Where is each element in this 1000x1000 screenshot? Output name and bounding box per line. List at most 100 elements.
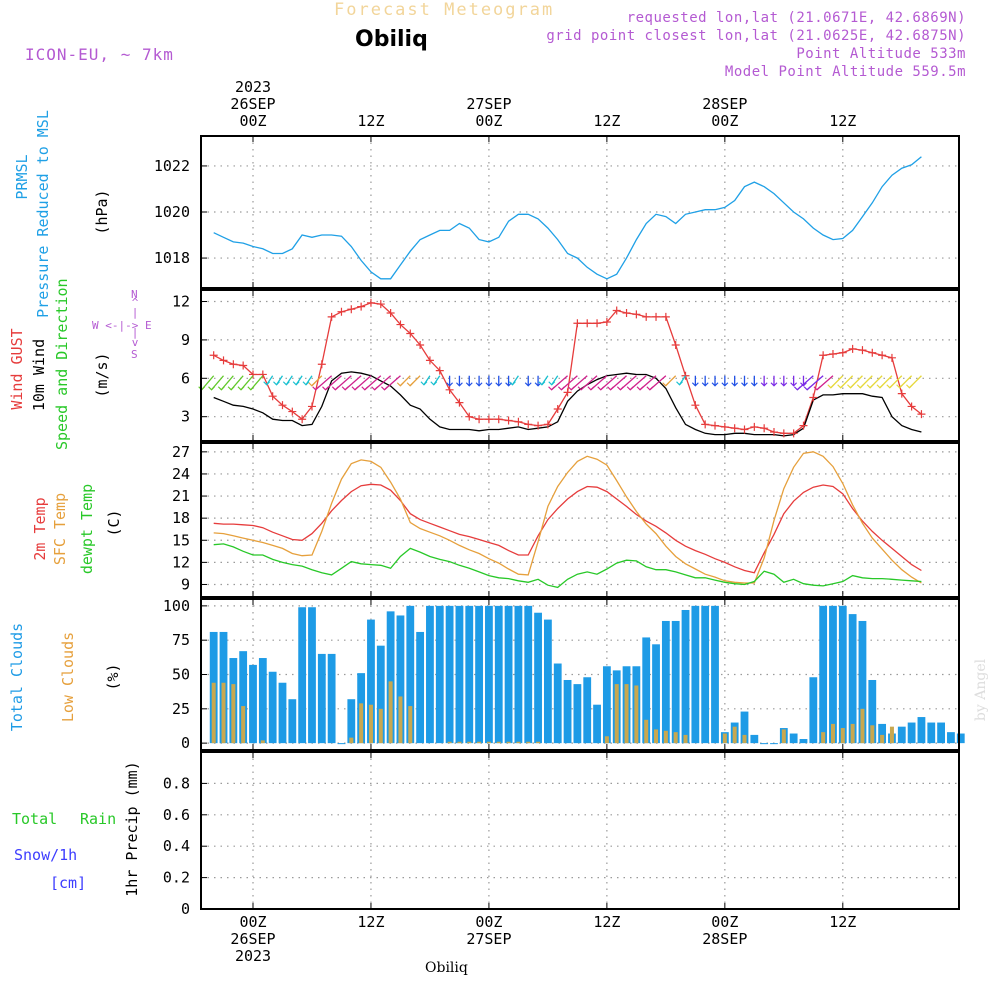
gust-marker (671, 341, 680, 350)
y-tick-label: 0.6 (163, 806, 190, 824)
panel-4: 0 0.2 0.4 0.6 0.8 (163, 751, 960, 918)
total-cloud-bar (416, 631, 425, 744)
total-cloud-bar (573, 684, 582, 744)
panel-0: 1018 1020 1022 (154, 135, 960, 289)
wind-arrow-head (381, 386, 388, 391)
total-cloud-bar (465, 605, 474, 744)
total-cloud-bar (278, 682, 287, 744)
total-cloud-bar (504, 605, 513, 744)
wind-arrow-head (906, 384, 913, 389)
time-axis-label: 00Z (711, 913, 739, 931)
gust-marker (357, 302, 366, 311)
wind-arrow-head (485, 382, 493, 387)
panel-frame (200, 598, 960, 751)
low-cloud-bar (408, 706, 413, 744)
wind-arrow-head (495, 382, 503, 387)
total-cloud-bar (553, 663, 562, 744)
y-tick-label: 50 (172, 666, 190, 684)
total-cloud-bar (848, 614, 857, 744)
wind-arrow-head (770, 382, 778, 387)
gust-marker (347, 305, 356, 314)
low-cloud-bar (654, 729, 659, 744)
wind-arrow-head (371, 386, 379, 391)
time-axis-label: 12Z (593, 112, 621, 130)
gust-marker (219, 356, 228, 365)
wind-arrow-head (282, 381, 290, 386)
gust-marker (701, 420, 710, 429)
gust-marker (799, 421, 808, 430)
gridpoint-coords: grid point closest lon,lat (21.0625E, 42… (546, 28, 966, 44)
wind-arrow-head (803, 386, 811, 391)
gust-marker (779, 429, 788, 438)
low-cloud-bar (663, 730, 668, 744)
wind-arrow-head (711, 382, 719, 387)
time-axis-label: 00Z (475, 913, 503, 931)
total-cloud-bar (652, 644, 660, 744)
wind-arrow-head (731, 382, 739, 387)
total-cloud-bar (760, 743, 769, 745)
low-cloud-bar (457, 741, 462, 744)
low-cloud-bar (447, 741, 452, 744)
wind-arrow-head (538, 381, 546, 386)
gust-marker (602, 317, 611, 326)
gust-marker (760, 424, 769, 433)
total-cloud-bar (868, 679, 877, 744)
total-cloud-bar (563, 679, 572, 744)
y-tick-label: 1022 (154, 157, 190, 175)
low-cloud-bar (870, 725, 875, 744)
y-tick-label: 0 (181, 900, 190, 918)
gust-marker (769, 428, 778, 437)
total-cloud-bar (593, 704, 601, 744)
time-axis-label: 2023 (234, 947, 272, 965)
gust-marker (278, 401, 287, 410)
low-cloud-bar (467, 741, 472, 744)
gust-marker (514, 417, 523, 426)
total-cloud-bar (671, 620, 680, 744)
y-tick-label: 1018 (154, 249, 190, 267)
low-cloud-bar (349, 737, 354, 744)
gust-marker (583, 319, 592, 328)
time-axis-label: 26SEP (230, 95, 276, 113)
y-tick-label: 27 (172, 443, 190, 461)
y-tick-label: 25 (172, 700, 190, 718)
wind-arrow-head (446, 382, 454, 387)
total-cloud-bar (406, 605, 415, 744)
gust-marker (563, 388, 572, 397)
total-cloud-bar (485, 605, 493, 744)
wind-arrow-head (741, 382, 748, 387)
total-cloud-bar (740, 711, 749, 744)
gust-marker (337, 307, 346, 316)
low-cloud-bar (614, 684, 619, 744)
wind-arrow-head (701, 382, 709, 387)
low-cloud-bar (486, 741, 491, 744)
wind-arrow-head (856, 384, 864, 389)
y-tick-label: 24 (172, 465, 190, 483)
y-tick-label: 12 (172, 293, 190, 311)
series-line-prmsl (213, 156, 922, 280)
total-cloud-bar (711, 605, 719, 744)
gust-marker (386, 309, 395, 318)
gust-marker (229, 360, 238, 369)
low-cloud-bar (604, 736, 609, 744)
product-title: Forecast Meteogram (334, 0, 555, 20)
low-cloud-bar (368, 704, 373, 744)
wind-arrow-head (793, 386, 801, 391)
panel-1: 3 6 9 12 (172, 289, 960, 442)
location-title: Obiliq (355, 27, 428, 52)
total-cloud-bar (327, 653, 336, 744)
gust-marker (789, 429, 798, 438)
gust-marker (573, 319, 582, 328)
gust-marker (917, 410, 926, 419)
low-cloud-bar (634, 685, 639, 744)
wind-arrow-head (813, 386, 821, 391)
total-cloud-bar (514, 605, 523, 744)
wind-arrow-head (760, 382, 768, 387)
total-cloud-bar (809, 677, 818, 744)
gust-marker (249, 370, 257, 379)
gust-marker (366, 298, 375, 307)
series-line-sfc-temp (213, 451, 922, 584)
wind-arrow-head (273, 381, 280, 386)
compass-north: N (131, 288, 138, 301)
y-tick-label: 100 (163, 597, 190, 615)
total-cloud-bar (445, 605, 454, 744)
